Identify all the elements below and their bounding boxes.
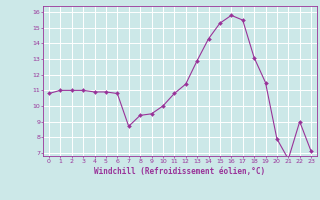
X-axis label: Windchill (Refroidissement éolien,°C): Windchill (Refroidissement éolien,°C) [94,167,266,176]
